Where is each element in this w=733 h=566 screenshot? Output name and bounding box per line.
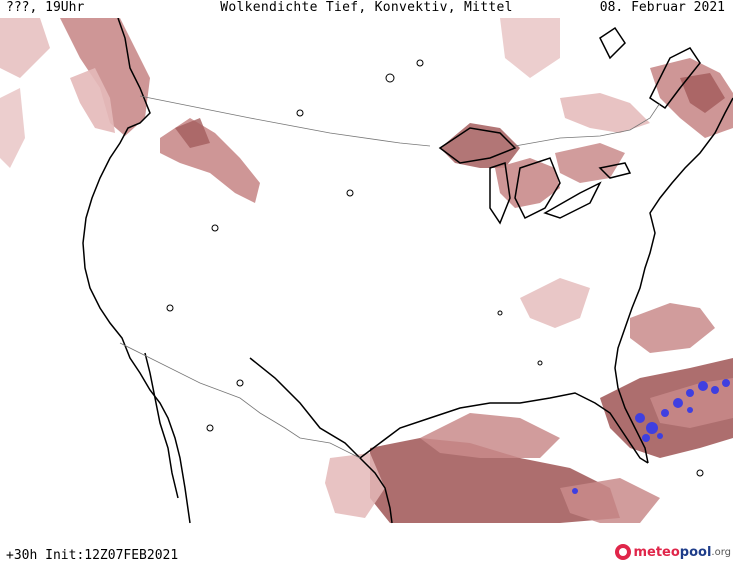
header-bar: ???, 19Uhr Wolkendichte Tief, Konvektiv,… (0, 0, 733, 18)
run-info: +30h Init:12Z07FEB2021 (6, 548, 179, 563)
footer-bar: +30h Init:12Z07FEB2021 meteo pool .org (0, 540, 733, 566)
forecast-time-label: ???, 19Uhr (6, 0, 85, 15)
inland-lakes (166, 59, 704, 477)
logo-text-meteo: meteo (633, 544, 680, 560)
cloud-density-layer (0, 18, 733, 523)
convective-cells (572, 379, 730, 494)
logo-text-org: .org (711, 546, 731, 558)
weather-map (0, 18, 733, 540)
coastline (82, 18, 733, 524)
map-canvas (0, 18, 733, 524)
forecast-date: 08. Februar 2021 (599, 0, 725, 15)
logo-text-pool: pool (679, 544, 712, 560)
meteopool-logo-icon (615, 544, 632, 560)
meteopool-logo[interactable]: meteo pool .org (615, 544, 731, 560)
map-title: Wolkendichte Tief, Konvektiv, Mittel (220, 0, 513, 15)
political-borders (119, 95, 661, 459)
